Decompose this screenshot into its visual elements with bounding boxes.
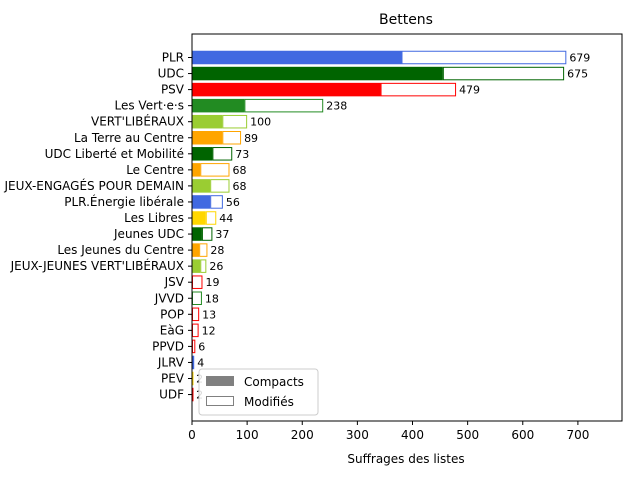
bar-modifies <box>212 147 233 161</box>
bar-modifies <box>401 50 567 65</box>
bar-compacts <box>192 82 381 97</box>
value-label: 73 <box>235 148 249 161</box>
bar-compacts <box>192 66 443 81</box>
y-tick-label: EàG <box>160 323 184 337</box>
legend-swatch <box>206 396 234 406</box>
y-tick-label: JEUX-JEUNES VERT'LIBÉRAUX <box>10 258 184 273</box>
value-label: 4 <box>197 356 204 369</box>
value-label: 18 <box>205 292 219 305</box>
y-tick-label: PPVD <box>152 339 184 353</box>
value-label: 19 <box>205 276 219 289</box>
x-tick-label: 0 <box>188 428 196 442</box>
x-axis-ticks: 0 100 200 300 400 500 600 700 <box>188 421 589 442</box>
bar-modifies <box>380 82 457 97</box>
value-label: 13 <box>202 308 216 321</box>
value-label: 100 <box>250 116 271 129</box>
y-tick-label: UDC <box>158 67 184 81</box>
bar-modifies <box>222 114 248 129</box>
bar-modifies <box>222 131 242 145</box>
y-tick-label: Les Vert·e·s <box>115 99 185 113</box>
y-tick-label: PSV <box>161 83 185 97</box>
y-tick-label: JVVD <box>154 291 184 305</box>
value-label: 28 <box>210 244 224 257</box>
bar-compacts <box>192 131 223 145</box>
bar-compacts <box>192 114 223 129</box>
bar-compacts <box>192 163 201 177</box>
bars-layer <box>192 50 567 402</box>
y-tick-label: JSV <box>164 275 185 289</box>
bar-modifies <box>200 259 207 273</box>
bar-compacts <box>192 243 200 257</box>
bar-modifies <box>210 179 230 193</box>
bar-modifies <box>205 211 217 225</box>
y-tick-label: UDC Liberté et Mobilité <box>45 147 184 161</box>
bar-modifies <box>192 371 194 386</box>
bar-modifies <box>192 323 199 338</box>
y-tick-label: Le Centre <box>126 163 184 177</box>
bar-compacts <box>192 98 245 113</box>
bar-compacts <box>192 259 201 273</box>
y-tick-label: JLRV <box>157 355 185 369</box>
bar-modifies <box>192 339 196 354</box>
bar-modifies <box>201 227 213 241</box>
value-label: 68 <box>232 164 246 177</box>
y-tick-label: La Terre au Centre <box>74 131 184 145</box>
bar-modifies <box>199 243 208 257</box>
x-axis-label: Suffrages des listes <box>347 452 464 466</box>
x-tick-label: 700 <box>566 428 589 442</box>
bar-modifies <box>192 291 202 305</box>
x-tick-label: 100 <box>236 428 259 442</box>
x-tick-label: 300 <box>346 428 369 442</box>
y-tick-label: UDF <box>159 388 184 402</box>
bar-modifies <box>210 195 223 209</box>
value-label: 675 <box>567 68 588 81</box>
value-label: 238 <box>326 100 347 113</box>
value-labels: 679 675 479 238 100 89 73 68 68 56 44 37 28 26 19 18 13 1… <box>196 52 590 402</box>
chart-title: Bettens <box>379 12 433 28</box>
bar-compacts <box>192 50 402 65</box>
x-tick-label: 200 <box>291 428 314 442</box>
y-tick-label: PLR <box>162 51 184 65</box>
y-tick-label: VERT'LIBÉRAUX <box>91 114 184 129</box>
value-label: 26 <box>209 260 223 273</box>
y-tick-label: Les Libres <box>124 211 184 225</box>
x-tick-label: 500 <box>456 428 479 442</box>
legend-swatch <box>206 376 234 386</box>
bar-compacts <box>192 195 211 209</box>
x-tick-label: 600 <box>511 428 534 442</box>
value-label: 6 <box>198 340 205 353</box>
value-label: 679 <box>569 52 590 65</box>
y-tick-label: Les Jeunes du Centre <box>57 243 184 257</box>
legend-entry: Modifiés <box>244 395 294 409</box>
value-label: 37 <box>215 228 229 241</box>
value-label: 12 <box>202 324 216 337</box>
y-tick-label: Jeunes UDC <box>113 227 184 241</box>
y-tick-label: POP <box>160 307 184 321</box>
bar-compacts <box>192 227 202 241</box>
value-label: 89 <box>244 132 258 145</box>
value-label: 479 <box>459 84 480 97</box>
bar-modifies <box>442 66 565 81</box>
x-tick-label: 400 <box>401 428 424 442</box>
bar-compacts <box>192 147 213 161</box>
bar-modifies <box>244 98 324 113</box>
bar-modifies <box>200 163 230 177</box>
value-label: 68 <box>232 180 246 193</box>
legend: Compacts Modifiés <box>198 368 319 416</box>
bar-modifies <box>192 275 203 289</box>
bar-modifies <box>192 307 200 322</box>
y-tick-label: PEV <box>161 372 185 386</box>
bar-compacts <box>192 211 206 225</box>
value-label: 44 <box>219 212 233 225</box>
y-tick-label: PLR.Énergie libérale <box>64 194 184 209</box>
value-label: 56 <box>226 196 240 209</box>
legend-entry: Compacts <box>244 375 304 389</box>
plot-frame <box>191 33 623 422</box>
bar-modifies <box>192 387 194 402</box>
bar-compacts <box>192 179 211 193</box>
y-tick-label: JEUX-ENGAGÉS POUR DEMAIN <box>3 178 184 193</box>
bar-compacts <box>192 355 195 370</box>
